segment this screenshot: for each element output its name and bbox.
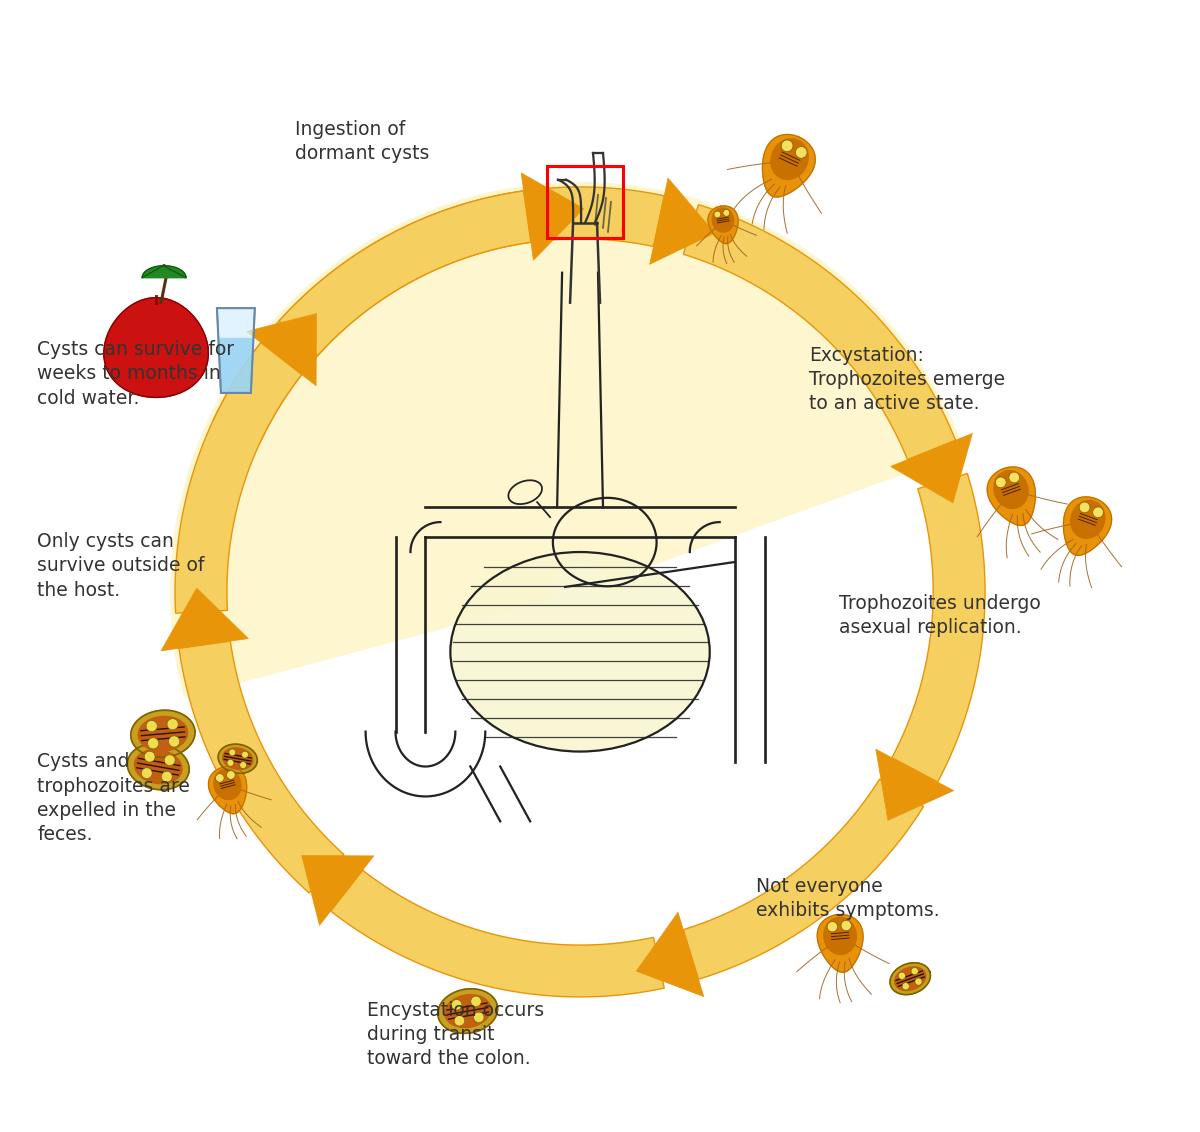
- Polygon shape: [217, 308, 254, 393]
- Ellipse shape: [451, 1000, 462, 1010]
- Polygon shape: [214, 769, 241, 799]
- Polygon shape: [218, 744, 257, 773]
- Ellipse shape: [1009, 472, 1020, 483]
- Polygon shape: [223, 748, 253, 770]
- Ellipse shape: [164, 755, 175, 765]
- Polygon shape: [636, 912, 703, 996]
- Ellipse shape: [995, 477, 1006, 488]
- Bar: [547, 166, 623, 238]
- Text: Only cysts can
survive outside of
the host.: Only cysts can survive outside of the ho…: [37, 532, 205, 600]
- Text: Encystation occurs
during transit
toward the colon.: Encystation occurs during transit toward…: [366, 1001, 544, 1069]
- Polygon shape: [1063, 497, 1111, 556]
- Ellipse shape: [167, 719, 178, 730]
- Polygon shape: [138, 717, 187, 752]
- Text: Cysts can survive for
weeks to months in
cold water.: Cysts can survive for weeks to months in…: [37, 340, 234, 408]
- Ellipse shape: [162, 771, 173, 782]
- Polygon shape: [246, 314, 317, 386]
- Ellipse shape: [1093, 507, 1104, 517]
- Polygon shape: [649, 178, 715, 264]
- Text: Cysts and
trophozoites are
expelled in the
feces.: Cysts and trophozoites are expelled in t…: [37, 753, 191, 844]
- Ellipse shape: [229, 749, 235, 756]
- Ellipse shape: [781, 140, 793, 152]
- Ellipse shape: [827, 921, 838, 932]
- Polygon shape: [890, 963, 930, 995]
- Polygon shape: [131, 710, 196, 757]
- Polygon shape: [988, 468, 1036, 525]
- Ellipse shape: [899, 972, 906, 979]
- Ellipse shape: [146, 720, 157, 731]
- Ellipse shape: [714, 211, 721, 217]
- Ellipse shape: [722, 209, 730, 216]
- Ellipse shape: [911, 968, 918, 975]
- Ellipse shape: [1079, 501, 1090, 513]
- Polygon shape: [212, 187, 665, 443]
- Polygon shape: [762, 135, 815, 197]
- Polygon shape: [161, 589, 248, 651]
- Polygon shape: [713, 208, 733, 232]
- Text: Not everyone
exhibits symptoms.: Not everyone exhibits symptoms.: [756, 876, 940, 920]
- Text: Excystation:
Trophozoites emerge
to an active state.: Excystation: Trophozoites emerge to an a…: [810, 345, 1006, 413]
- Polygon shape: [179, 641, 343, 893]
- Ellipse shape: [148, 738, 158, 749]
- Polygon shape: [220, 337, 252, 393]
- Ellipse shape: [841, 920, 852, 931]
- Polygon shape: [175, 343, 301, 614]
- Polygon shape: [521, 173, 583, 260]
- Polygon shape: [445, 995, 491, 1028]
- Polygon shape: [890, 434, 972, 503]
- Ellipse shape: [470, 996, 481, 1006]
- Polygon shape: [895, 967, 925, 990]
- Polygon shape: [104, 298, 209, 397]
- Polygon shape: [127, 744, 190, 790]
- Polygon shape: [170, 182, 965, 698]
- Ellipse shape: [455, 1015, 464, 1026]
- Text: Trophozoites undergo
asexual replication.: Trophozoites undergo asexual replication…: [840, 594, 1042, 637]
- Polygon shape: [142, 266, 186, 277]
- Polygon shape: [280, 191, 530, 355]
- Ellipse shape: [227, 760, 234, 766]
- Polygon shape: [876, 749, 954, 821]
- Polygon shape: [1070, 500, 1105, 539]
- Polygon shape: [134, 749, 182, 783]
- Ellipse shape: [902, 983, 910, 989]
- Polygon shape: [994, 471, 1028, 508]
- Ellipse shape: [914, 978, 922, 985]
- Polygon shape: [892, 473, 985, 782]
- Ellipse shape: [216, 773, 224, 782]
- Polygon shape: [770, 139, 808, 179]
- Ellipse shape: [227, 771, 235, 779]
- Polygon shape: [301, 856, 374, 925]
- Polygon shape: [824, 917, 857, 954]
- Ellipse shape: [474, 1012, 484, 1022]
- Ellipse shape: [240, 762, 246, 769]
- Polygon shape: [209, 766, 247, 814]
- Ellipse shape: [241, 752, 248, 758]
- Polygon shape: [450, 552, 709, 752]
- Polygon shape: [331, 871, 665, 997]
- Text: Ingestion of
dormant cysts: Ingestion of dormant cysts: [295, 120, 430, 163]
- Polygon shape: [708, 206, 738, 243]
- Polygon shape: [438, 989, 498, 1034]
- Polygon shape: [683, 779, 924, 979]
- Ellipse shape: [168, 736, 180, 747]
- Polygon shape: [817, 915, 863, 972]
- Polygon shape: [683, 205, 955, 460]
- Ellipse shape: [142, 767, 152, 779]
- Ellipse shape: [796, 146, 808, 158]
- Ellipse shape: [144, 752, 155, 762]
